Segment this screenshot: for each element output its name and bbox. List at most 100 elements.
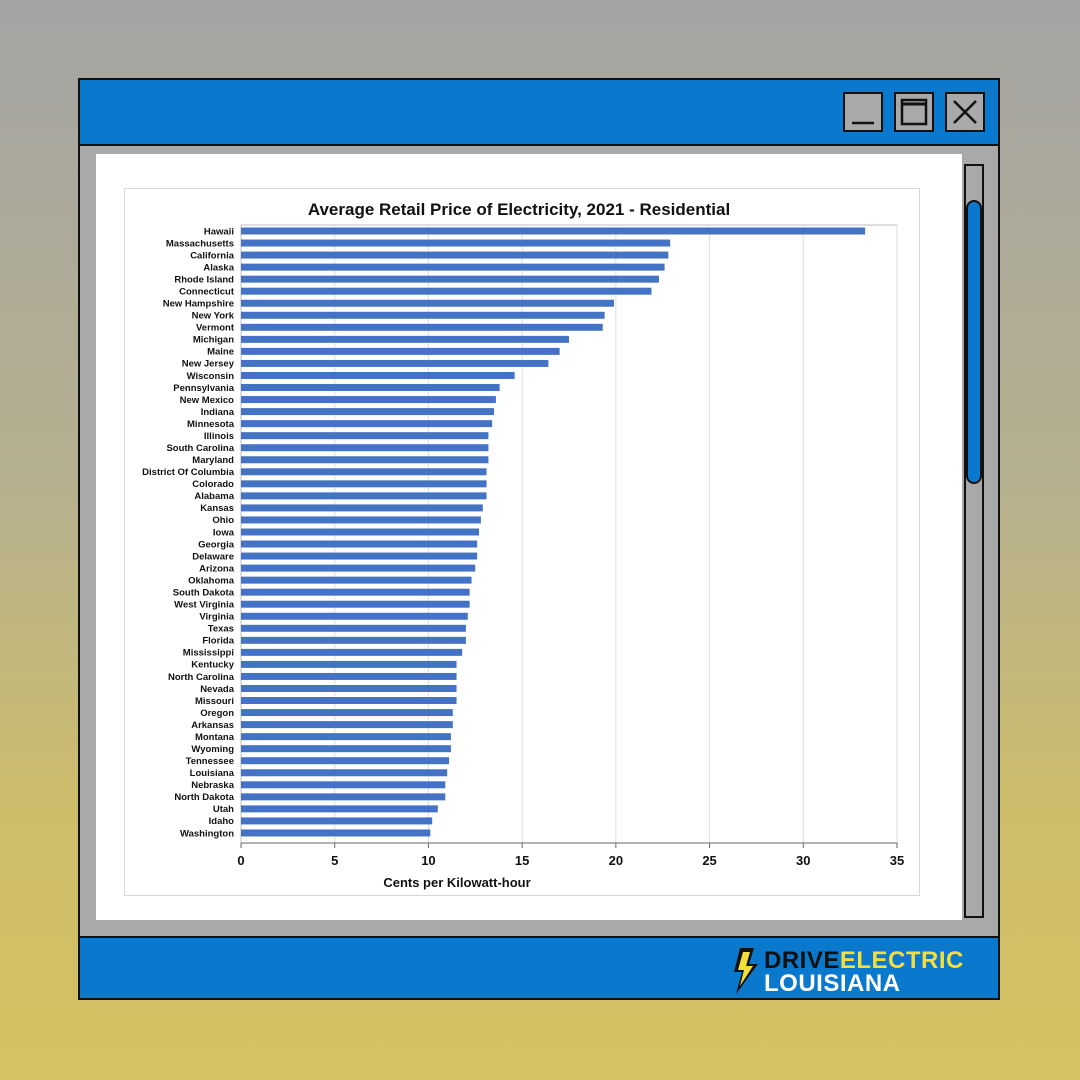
category-label: Georgia — [198, 539, 235, 550]
bar — [241, 781, 446, 789]
category-label: Hawaii — [204, 226, 234, 237]
bar — [241, 817, 433, 825]
bar — [241, 648, 463, 656]
category-label: South Carolina — [166, 443, 234, 454]
bar — [241, 444, 489, 452]
bar — [241, 432, 489, 440]
bar — [241, 769, 448, 777]
footer-bar: DRIVEELECTRIC LOUISIANA — [80, 936, 998, 998]
x-tick-label: 5 — [331, 853, 338, 868]
bar — [241, 468, 487, 476]
bar — [241, 636, 466, 644]
category-label: Arkansas — [191, 720, 234, 731]
bar — [241, 697, 457, 705]
category-label: Texas — [208, 624, 234, 635]
bar — [241, 793, 446, 801]
maximize-button[interactable] — [894, 92, 934, 132]
category-label: Delaware — [192, 551, 234, 562]
x-tick-label: 25 — [702, 853, 716, 868]
category-label: Wyoming — [191, 744, 234, 755]
category-label: Pennsylvania — [173, 383, 234, 394]
x-axis-title: Cents per Kilowatt-hour — [383, 875, 530, 890]
category-label: Minnesota — [187, 419, 235, 430]
bar — [241, 456, 489, 464]
bar — [241, 588, 470, 596]
category-label: Alabama — [194, 491, 234, 502]
brand-electric-text: ELECTRIC — [839, 947, 964, 974]
category-label: New Mexico — [180, 395, 235, 406]
category-label: New York — [192, 311, 235, 322]
bar — [241, 721, 453, 729]
bar — [241, 516, 481, 524]
category-label: Connecticut — [179, 286, 235, 297]
category-label: Kansas — [200, 503, 234, 514]
category-label: Alaska — [203, 262, 234, 273]
bar — [241, 359, 549, 367]
category-label: Indiana — [201, 407, 235, 418]
x-tick-label: 15 — [515, 853, 529, 868]
category-label: Nebraska — [191, 780, 234, 791]
category-label: New Jersey — [182, 359, 235, 370]
x-tick-label: 20 — [609, 853, 623, 868]
bar — [241, 564, 476, 572]
category-label: Mississippi — [183, 648, 234, 659]
category-label: Utah — [213, 804, 234, 815]
category-label: Oklahoma — [188, 575, 235, 586]
vertical-scrollbar[interactable] — [964, 164, 984, 918]
bar — [241, 492, 487, 500]
category-label: Massachusetts — [166, 238, 234, 249]
scrollbar-thumb[interactable] — [966, 200, 982, 484]
bar — [241, 612, 468, 620]
category-label: Maine — [207, 347, 234, 358]
category-label: District Of Columbia — [142, 467, 235, 478]
category-label: Maryland — [192, 455, 234, 466]
category-label: Louisiana — [190, 768, 235, 779]
close-icon — [953, 100, 977, 124]
bar — [241, 371, 515, 379]
category-label: Montana — [195, 732, 235, 743]
bar — [241, 396, 496, 404]
category-label: Washington — [180, 828, 234, 839]
bar — [241, 709, 453, 717]
close-button[interactable] — [945, 92, 985, 132]
category-label: Virginia — [199, 612, 234, 623]
category-label: West Virginia — [174, 600, 235, 611]
category-label: California — [190, 250, 235, 261]
bar — [241, 263, 665, 271]
x-tick-label: 30 — [796, 853, 810, 868]
bar — [241, 745, 451, 753]
category-label: Iowa — [213, 527, 235, 538]
category-label: Ohio — [212, 515, 234, 526]
bar — [241, 384, 500, 392]
category-label: Kentucky — [191, 660, 234, 671]
category-label: Florida — [202, 636, 234, 647]
bar — [241, 287, 652, 295]
bar — [241, 684, 457, 692]
bar — [241, 733, 451, 741]
bar — [241, 251, 669, 259]
chart-title: Average Retail Price of Electricity, 202… — [308, 200, 730, 219]
minimize-button[interactable] — [843, 92, 883, 132]
bar — [241, 335, 569, 343]
bar — [241, 275, 659, 283]
bar — [241, 624, 466, 632]
bar — [241, 528, 480, 536]
bar — [241, 311, 605, 319]
category-label: Vermont — [196, 323, 235, 334]
category-label: Illinois — [204, 431, 234, 442]
bar — [241, 227, 866, 235]
bar — [241, 757, 450, 765]
category-label: Arizona — [199, 563, 235, 574]
maximize-icon — [900, 98, 928, 126]
category-label: New Hampshire — [163, 299, 234, 310]
bar — [241, 552, 478, 560]
bar — [241, 672, 457, 680]
app-window: Average Retail Price of Electricity, 202… — [78, 78, 1000, 1000]
category-label: Missouri — [195, 696, 234, 707]
category-label: Colorado — [192, 479, 234, 490]
category-label: Oregon — [200, 708, 234, 719]
bar — [241, 504, 483, 512]
category-label: Nevada — [200, 684, 235, 695]
bar — [241, 299, 614, 307]
content-pane: Average Retail Price of Electricity, 202… — [96, 154, 962, 920]
